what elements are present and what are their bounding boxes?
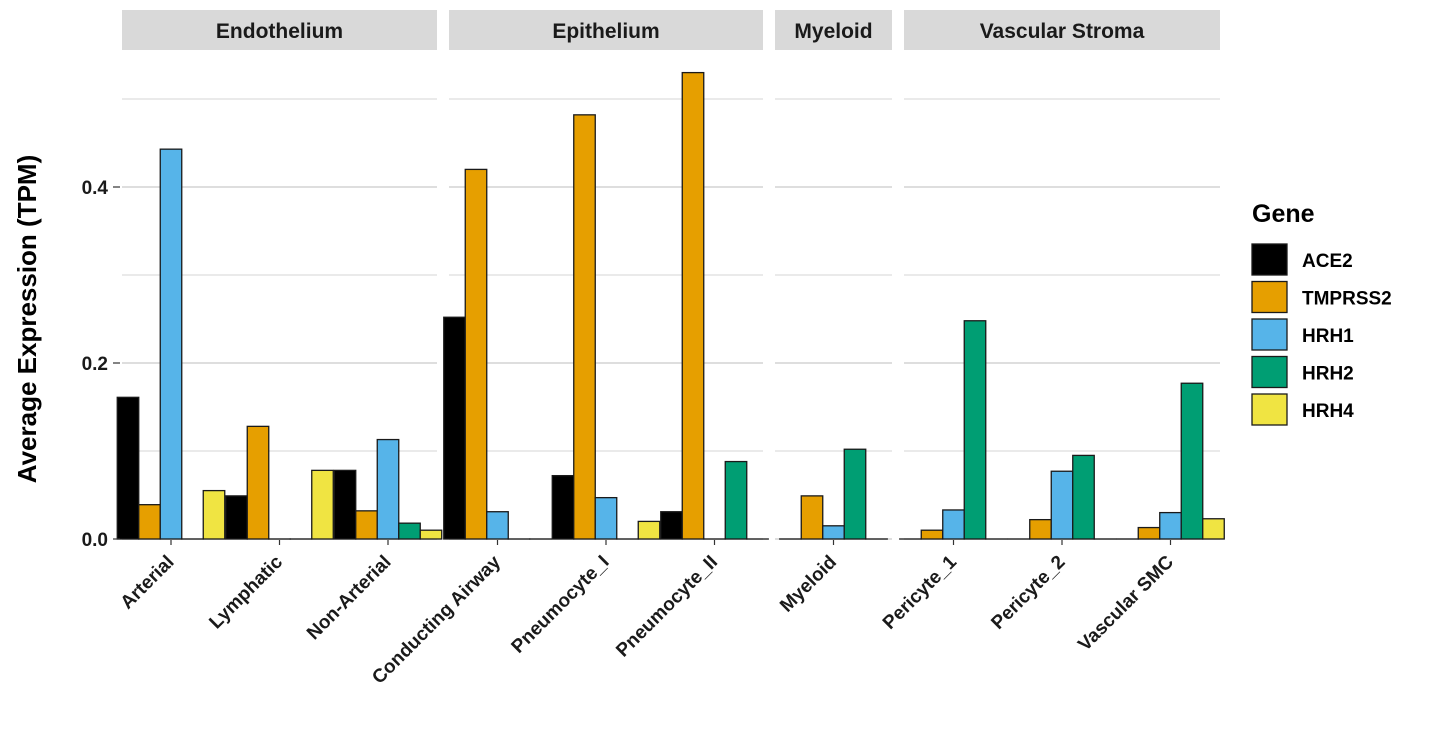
y-tick-label: 0.0	[82, 530, 108, 551]
bar-hrh4	[202, 489, 226, 540]
legend-label: HRH2	[1302, 364, 1354, 385]
bar-ace2	[225, 495, 248, 540]
x-tick-label: Vascular SMC	[1074, 551, 1178, 655]
legend-swatch	[1251, 355, 1288, 389]
facet-strip-label: Endothelium	[216, 20, 343, 43]
legend-swatch	[1251, 280, 1288, 314]
legend-swatch	[1251, 393, 1288, 426]
bar-tmprss2	[573, 114, 596, 540]
bar-tmprss2	[681, 71, 705, 540]
legend-swatch	[1251, 243, 1288, 276]
bar-tmprss2	[246, 425, 270, 540]
x-tick-label: Arterial	[117, 552, 179, 614]
facet-panel: Endothelium Arterial Lymphatic Non-Arterial	[116, 10, 443, 644]
bar-hrh1	[1159, 511, 1182, 540]
legend-swatch	[1251, 318, 1288, 351]
bar-hrh2	[963, 320, 987, 540]
bar-hrh1	[376, 438, 400, 540]
bar-tmprss2	[920, 529, 944, 540]
bar-ace2	[443, 316, 466, 540]
bar-hrh2	[1072, 454, 1095, 540]
x-tick-label: Myeloid	[776, 552, 841, 617]
facet-strip	[122, 10, 437, 50]
x-tick-label: Pericyte_2	[987, 552, 1069, 634]
bar-hrh2	[843, 448, 867, 540]
bar-tmprss2	[800, 495, 824, 540]
legend-label: TMPRSS2	[1302, 289, 1392, 310]
bar-hrh1	[594, 496, 618, 540]
x-tick-label: Lymphatic	[205, 551, 287, 633]
bar-hrh2	[1180, 382, 1204, 540]
y-axis-label: Average Expression (TPM)	[12, 155, 42, 483]
facet-strip-label: Myeloid	[794, 20, 872, 43]
bar-hrh1	[822, 525, 845, 540]
bar-ace2	[333, 469, 357, 540]
legend-label: HRH4	[1302, 401, 1354, 422]
legend-label: HRH1	[1302, 326, 1354, 347]
facet-strip	[449, 10, 763, 50]
bar-ace2	[116, 396, 140, 540]
bar-hrh1	[159, 148, 183, 540]
y-tick-label: 0.4	[82, 178, 109, 199]
bar-hrh2	[398, 522, 421, 540]
x-tick-label: Non-Arterial	[303, 552, 395, 644]
bar-tmprss2	[138, 504, 161, 540]
legend: Gene ACE2 TMPRSS2 HRH1 HRH2 HRH4	[1251, 200, 1392, 426]
facet-strip	[775, 10, 892, 50]
bar-ace2	[660, 511, 683, 540]
facet-strip-label: Vascular Stroma	[980, 20, 1145, 43]
bar-hrh4	[1202, 518, 1225, 540]
facet-panel: Vascular Stroma Pericyte_1 Pericyte_2 Vascu…	[879, 10, 1225, 655]
facet-strip-label: Epithelium	[552, 20, 659, 43]
bar-hrh1	[1050, 470, 1074, 540]
facet-panel: Myeloid Myeloid	[775, 10, 892, 617]
bar-tmprss2	[1137, 526, 1161, 540]
y-tick-label: 0.2	[82, 354, 108, 375]
facet-strip	[904, 10, 1220, 50]
bar-tmprss2	[464, 168, 488, 540]
bar-ace2	[551, 474, 575, 540]
legend-label: ACE2	[1302, 251, 1353, 272]
bar-tmprss2	[355, 510, 378, 540]
bar-hrh1	[486, 511, 509, 540]
bar-tmprss2	[1029, 518, 1052, 540]
bar-hrh4	[311, 469, 334, 540]
bar-hrh1	[942, 509, 965, 540]
facet-panels: Endothelium Arterial Lymphatic Non-Arterial…	[116, 10, 1225, 688]
x-tick-label: Pneumocyte_I	[508, 552, 614, 658]
x-tick-label: Pneumocyte_II	[612, 552, 722, 662]
bar-hrh4	[637, 520, 661, 540]
bar-hrh4	[419, 529, 443, 540]
bar-hrh2	[724, 460, 748, 540]
legend-title: Gene	[1252, 200, 1315, 228]
legend-items: ACE2 TMPRSS2 HRH1 HRH2 HRH4	[1251, 243, 1392, 426]
y-axis: 0.0 0.2 0.4	[82, 178, 120, 551]
x-tick-label: Pericyte_1	[879, 551, 961, 633]
